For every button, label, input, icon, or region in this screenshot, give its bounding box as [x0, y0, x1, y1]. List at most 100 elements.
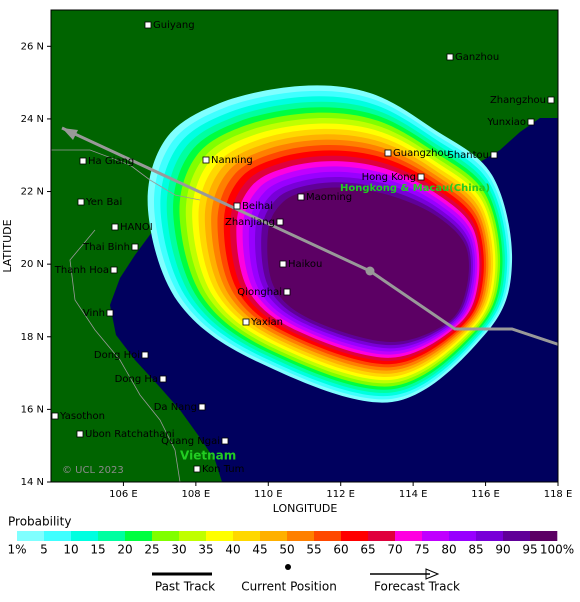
legend-label: 40	[225, 543, 240, 557]
y-axis-label: LATITUDE	[1, 219, 14, 272]
legend-title: Probability	[8, 515, 71, 529]
legend-label: 15	[90, 543, 105, 557]
place-marker	[77, 198, 85, 206]
place-marker	[111, 223, 119, 231]
legend-label: 95	[522, 543, 537, 557]
place-label: Kon Tum	[202, 464, 244, 475]
legend-label: 70	[387, 543, 402, 557]
copyright: © UCL 2023	[62, 465, 124, 476]
place-marker	[221, 437, 229, 445]
legend-swatch	[503, 531, 531, 541]
place-label: Nanning	[211, 155, 253, 166]
place-marker	[279, 260, 287, 268]
place-label: Qionghai	[237, 287, 282, 298]
y-tick-label: 22 N	[21, 187, 44, 198]
legend-swatch	[530, 531, 558, 541]
legend-swatch	[368, 531, 396, 541]
current-position	[365, 266, 375, 276]
place-label: Guiyang	[153, 20, 195, 31]
place-marker	[159, 375, 167, 383]
place-label: Shantou	[447, 150, 489, 161]
x-tick-label: 114 E	[399, 489, 428, 500]
legend-swatch	[125, 531, 153, 541]
legend-swatch	[17, 531, 45, 541]
legend-label: 80	[441, 543, 456, 557]
legend-swatch	[314, 531, 342, 541]
legend-swatch	[71, 531, 99, 541]
legend-forecast: Forecast Track	[374, 580, 460, 594]
place-label: Dong Ha	[115, 374, 158, 385]
place-marker	[141, 351, 149, 359]
legend: 1% 5 10 15 20 25 30 35 40 45 50 55 60 65 70 75 80 85 90 95 1…	[7, 531, 574, 557]
place-label: Guangzhou	[393, 148, 450, 159]
place-label: Maoming	[306, 192, 352, 203]
legend-label: 65	[360, 543, 375, 557]
legend-swatch	[395, 531, 423, 541]
legend-label: 60	[333, 543, 348, 557]
place-marker	[446, 53, 454, 61]
place-marker	[527, 118, 535, 126]
legend-label: 25	[144, 543, 159, 557]
place-marker	[198, 403, 206, 411]
place-marker	[490, 151, 498, 159]
y-tick-label: 16 N	[21, 404, 44, 415]
legend-swatch	[449, 531, 477, 541]
x-tick-label: 110 E	[254, 489, 283, 500]
legend-swatch	[206, 531, 234, 541]
legend-current: Current Position	[241, 580, 337, 594]
legend-label: 55	[306, 543, 321, 557]
place-marker	[202, 156, 210, 164]
y-tick-label: 14 N	[21, 477, 44, 488]
legend-label: 10	[63, 543, 78, 557]
legend-label: 90	[495, 543, 510, 557]
place-label: Ha Giang	[88, 156, 134, 167]
x-axis-label: LONGITUDE	[273, 502, 338, 515]
forecast-arrowhead	[425, 568, 440, 580]
legend-swatch	[233, 531, 261, 541]
place-marker	[193, 465, 201, 473]
place-label: Thanh Hoa	[54, 265, 109, 276]
border-line	[51, 149, 201, 201]
y-tick-label: 20 N	[21, 259, 44, 270]
place-label: Vinh	[83, 308, 105, 319]
x-tick-label: 112 E	[326, 489, 355, 500]
region-label: Hongkong & Macau(China)	[340, 183, 490, 194]
place-marker	[233, 202, 241, 210]
place-marker	[384, 149, 392, 157]
legend-swatch	[98, 531, 126, 541]
place-label: Yunxiao	[486, 117, 526, 128]
legend-label: 5	[40, 543, 48, 557]
place-label: Haikou	[288, 259, 322, 270]
legend-label: 20	[117, 543, 132, 557]
map-frame	[50, 9, 559, 483]
legend-swatch	[476, 531, 504, 541]
legend-label: 35	[198, 543, 213, 557]
place-marker	[144, 21, 152, 29]
place-marker	[79, 157, 87, 165]
legend-past: Past Track	[155, 580, 215, 594]
legend-swatch	[152, 531, 180, 541]
place-label: Thai Binh	[82, 242, 130, 253]
place-label: Beihai	[242, 201, 273, 212]
legend-label: 100%	[540, 543, 574, 557]
place-label: Yaxian	[250, 317, 283, 328]
legend-swatch	[179, 531, 207, 541]
place-label: Ganzhou	[455, 52, 499, 63]
place-label: Yasothon	[59, 411, 105, 422]
places: Guiyang Ganzhou Zhangzhou Yunxiao ShantouGua…	[51, 20, 555, 475]
place-marker	[242, 318, 250, 326]
place-marker	[110, 266, 118, 274]
x-tick-label: 108 E	[182, 489, 211, 500]
x-tick-label: 106 E	[109, 489, 138, 500]
legend-label: 45	[252, 543, 267, 557]
place-label: Yen Bai	[85, 197, 122, 208]
place-marker	[297, 193, 305, 201]
legend-swatch	[260, 531, 288, 541]
legend-swatch	[422, 531, 450, 541]
legend-label: 30	[171, 543, 186, 557]
current-position-symbol	[285, 564, 291, 570]
place-marker	[547, 96, 555, 104]
y-tick-label: 24 N	[21, 114, 44, 125]
legend-label: 1%	[7, 543, 26, 557]
